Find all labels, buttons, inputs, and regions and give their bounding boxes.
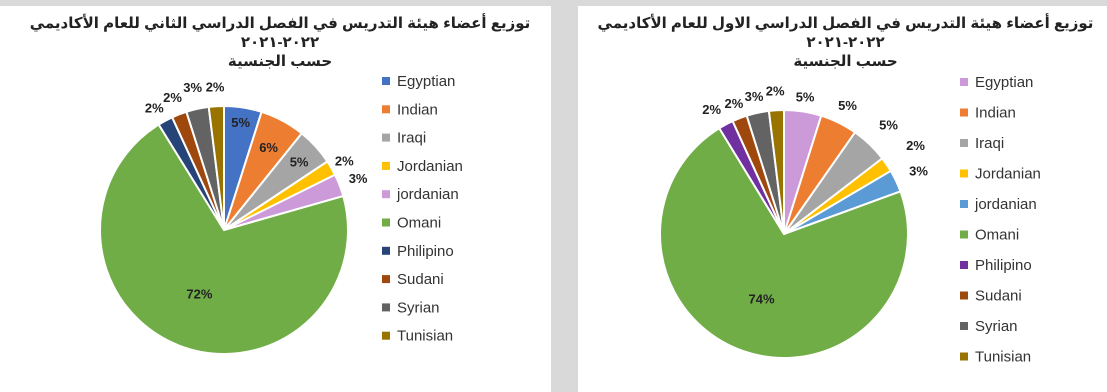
legend-label-tunisian-9: Tunisian: [397, 328, 453, 345]
legend-label-iraqi-2: Iraqi: [397, 130, 426, 147]
chart-title: توزيع أعضاء هيئة التدريس في الفصل الدراس…: [20, 14, 540, 71]
data-label-indian-1: 6%: [259, 140, 278, 155]
data-label-iraqi-2: 5%: [290, 155, 309, 170]
legend: Egyptian Indian Iraqi Jordanian jordanian Oma…: [382, 73, 463, 345]
legend-swatch-iraqi-2: [960, 139, 968, 147]
legend-label-omani-5: Omani: [975, 227, 1019, 244]
legend-label-philipino-6: Philipino: [975, 257, 1032, 274]
legend-label-syrian-8: Syrian: [397, 299, 440, 316]
legend-swatch-omani-5: [382, 218, 390, 227]
legend: Egyptian Indian Iraqi Jordanian jordanian Oma…: [960, 74, 1041, 366]
legend-label-egyptian-0: Egyptian: [397, 73, 455, 90]
legend-swatch-philipino-6: [960, 261, 968, 269]
legend-swatch-tunisian-9: [382, 331, 390, 340]
data-label-tunisian-9: 2%: [206, 79, 225, 94]
data-labels: 5%6%5% 2%3%72%2%2%3% 2%: [145, 79, 368, 301]
legend-swatch-jordanian-3: [960, 169, 968, 178]
data-label-egyptian-0: 5%: [796, 90, 815, 105]
legend-swatch-iraqi-2: [382, 133, 390, 142]
data-label-jordanian-4: 3%: [349, 171, 368, 186]
legend-swatch-philipino-6: [382, 246, 390, 255]
legend-swatch-syrian-8: [960, 322, 968, 330]
legend-swatch-sudani-7: [382, 275, 390, 284]
legend-swatch-indian-1: [382, 105, 390, 114]
data-label-jordanian-3: 2%: [906, 138, 925, 153]
legend-swatch-sudani-7: [960, 291, 968, 300]
pie-slices: [99, 104, 349, 355]
data-label-philipino-6: 2%: [702, 102, 721, 117]
chart-subtitle: حسب الجنسية: [793, 53, 898, 70]
legend-label-syrian-8: Syrian: [975, 318, 1018, 335]
data-label-indian-1: 5%: [838, 98, 857, 113]
legend-label-tunisian-9: Tunisian: [975, 349, 1031, 366]
data-label-jordanian-4: 3%: [909, 163, 928, 178]
legend-label-jordanian-4: jordanian: [974, 196, 1037, 213]
pie-slice-omani-5: [99, 123, 349, 355]
legend-label-iraqi-2: Iraqi: [975, 135, 1004, 152]
legend-swatch-egyptian-0: [960, 78, 968, 86]
legend-swatch-jordanian-3: [382, 161, 390, 170]
data-label-sudani-7: 2%: [163, 90, 182, 105]
data-label-omani-5: 72%: [186, 287, 212, 302]
legend-label-philipino-6: Philipino: [397, 243, 454, 260]
chart-title-main: توزيع أعضاء هيئة التدريس في الفصل الدراس…: [29, 15, 531, 51]
legend-label-jordanian-3: Jordanian: [397, 158, 463, 175]
pie-slice-tunisian-9: [207, 104, 225, 231]
legend-label-sudani-7: Sudani: [975, 288, 1022, 305]
legend-label-sudani-7: Sudani: [397, 271, 444, 288]
legend-label-omani-5: Omani: [397, 215, 441, 232]
chart-title-main: توزيع أعضاء هيئة التدريس في الفصل الدراس…: [597, 15, 1094, 51]
pie-chart-semester-2: 5%6%5% 2%3%72%2%2%3% 2% EgyptianIndianIraqi…: [99, 73, 463, 355]
legend-label-jordanian-3: Jordanian: [975, 166, 1041, 183]
legend-label-indian-1: Indian: [397, 101, 438, 118]
chart-title: توزيع أعضاء هيئة التدريس في الفصل الدراس…: [588, 14, 1103, 71]
pie-chart-semester-1: 5%5%5%2%3%74%2% 2% 3% 2% EgyptianIndianIraqi…: [659, 74, 1041, 366]
chart-subtitle: حسب الجنسية: [227, 53, 333, 70]
data-label-philipino-6: 2%: [145, 101, 164, 116]
pie-slice-tunisian-9: [767, 108, 785, 235]
data-label-sudani-7: 2%: [725, 96, 744, 111]
legend-label-indian-1: Indian: [975, 105, 1016, 122]
legend-swatch-jordanian-4: [382, 190, 390, 199]
data-label-iraqi-2: 5%: [879, 118, 898, 133]
data-label-syrian-8: 3%: [183, 80, 202, 95]
pie-slices: [659, 108, 909, 359]
pie-slice-omani-5: [659, 126, 909, 359]
chart-panel-semester-1: توزيع أعضاء هيئة التدريس في الفصل الدراس…: [578, 6, 1107, 392]
data-label-tunisian-9: 2%: [766, 83, 785, 98]
legend-swatch-syrian-8: [382, 303, 390, 312]
data-label-omani-5: 74%: [748, 291, 774, 306]
legend-label-jordanian-4: jordanian: [396, 186, 459, 203]
legend-swatch-omani-5: [960, 230, 968, 239]
legend-swatch-indian-1: [960, 108, 968, 117]
legend-swatch-tunisian-9: [960, 352, 968, 361]
data-label-jordanian-3: 2%: [335, 154, 354, 169]
data-labels: 5%5%5%2%3%74%2% 2% 3% 2%: [702, 83, 928, 306]
legend-label-egyptian-0: Egyptian: [975, 74, 1033, 91]
legend-swatch-jordanian-4: [960, 200, 968, 208]
chart-panel-semester-2: توزيع أعضاء هيئة التدريس في الفصل الدراس…: [0, 6, 551, 392]
legend-swatch-egyptian-0: [382, 77, 390, 85]
data-label-egyptian-0: 5%: [231, 115, 250, 130]
data-label-syrian-8: 3%: [745, 89, 764, 104]
